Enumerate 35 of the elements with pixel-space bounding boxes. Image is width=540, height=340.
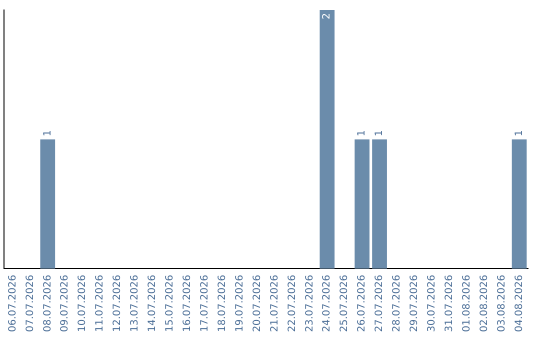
x-tick-label: 02.08.2026 <box>478 274 490 332</box>
x-tick-label: 25.07.2026 <box>339 274 350 332</box>
x-tick-label: 14.07.2026 <box>147 274 158 332</box>
x-tick-label: 27.07.2026 <box>374 274 386 332</box>
x-tick-label: 10.07.2026 <box>77 274 88 332</box>
x-tick-label: 01.08.2026 <box>461 274 472 332</box>
x-tick-label: 18.07.2026 <box>216 274 228 332</box>
x-tick-label: 13.07.2026 <box>130 274 141 332</box>
x-tick-label: 21.07.2026 <box>269 274 280 332</box>
x-tick-label: 30.07.2026 <box>426 274 438 332</box>
x-tick-label: 20.07.2026 <box>252 274 263 332</box>
x-tick-label: 17.07.2026 <box>199 274 210 332</box>
x-tick-label: 29.07.2026 <box>409 274 420 332</box>
x-tick-label: 28.07.2026 <box>392 274 403 332</box>
x-tick-label: 26.07.2026 <box>356 274 368 332</box>
x-tick-label: 22.07.2026 <box>286 274 298 332</box>
x-tick-label: 03.08.2026 <box>496 274 508 332</box>
x-tick-label: 12.07.2026 <box>112 274 124 332</box>
data-label: 1 <box>514 130 525 136</box>
data-label: 2 <box>322 12 333 20</box>
x-tick-label: 24.07.2026 <box>322 274 333 332</box>
x-tick-label: 04.08.2026 <box>514 274 525 332</box>
x-tick-label: 06.07.2026 <box>7 274 18 332</box>
x-tick-label: 08.07.2026 <box>42 274 54 332</box>
x-tick-label: 19.07.2026 <box>234 274 246 332</box>
x-tick-label: 07.07.2026 <box>24 274 36 332</box>
x-tick-label: 16.07.2026 <box>182 274 193 332</box>
data-label: 1 <box>374 130 386 136</box>
x-tick-label: 15.07.2026 <box>164 274 176 332</box>
x-tick-label: 31.07.2026 <box>444 274 455 332</box>
x-tick-label: 23.07.2026 <box>304 274 316 332</box>
x-tick-label: 09.07.2026 <box>60 274 71 332</box>
data-label: 1 <box>42 130 54 136</box>
data-label: 1 <box>356 130 368 136</box>
x-tick-label: 11.07.2026 <box>94 274 106 332</box>
